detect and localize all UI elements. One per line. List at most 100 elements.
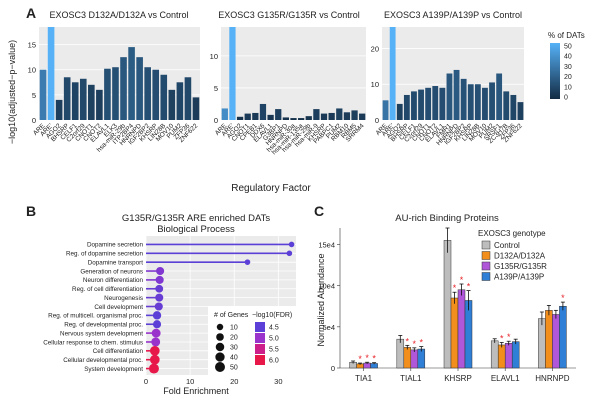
chart-b-ytick-label: Reg. of multicell. organismal proc. bbox=[48, 313, 143, 320]
pct-dat-legend-tick: 50 bbox=[564, 44, 572, 51]
chart-b-point bbox=[154, 302, 163, 311]
chart-c-xtick-label: HNRNPD bbox=[535, 374, 569, 383]
chart-c-ytick-label: 5e4 bbox=[322, 323, 335, 332]
chart-c-bar bbox=[417, 348, 426, 369]
genotype-legend-swatch bbox=[481, 261, 491, 271]
chart-c-significance-star: * bbox=[372, 354, 376, 364]
chart-c-bar bbox=[559, 305, 567, 369]
chart-a1-title: EXOSC3 D132A/D132A vs Control bbox=[49, 10, 188, 20]
panel-b-title-1: G135R/G135R ARE enriched DATs bbox=[122, 213, 270, 224]
chart-a1: EXOSC3 D132A/D132A vs Control 051015AREA… bbox=[28, 10, 200, 154]
chart-a1-bar bbox=[88, 84, 95, 120]
chart-b-point bbox=[150, 354, 160, 365]
chart-b-ytick-label: Dopamine secretion bbox=[87, 242, 143, 249]
chart-b-ytick-label: Cell differentiation bbox=[93, 348, 144, 355]
panel-a-ylabel: −log10(adjusted−p−value) bbox=[7, 40, 17, 144]
chart-a2-bar bbox=[290, 118, 297, 120]
chart-a1-bar bbox=[55, 99, 63, 120]
chart-b-xtick-label: 20 bbox=[230, 377, 238, 386]
chart-b-point bbox=[151, 337, 161, 347]
chart-a1-ytick-label: 0 bbox=[32, 116, 36, 125]
genotype-legend-swatch bbox=[481, 251, 491, 260]
panel-c-ylabel: Normalized Abundance bbox=[316, 253, 326, 346]
chart-a2-bar bbox=[259, 103, 267, 120]
chart-c-ytick-label: 10e4 bbox=[318, 282, 335, 291]
chart-a3-bar bbox=[396, 103, 403, 120]
pct-dat-legend-title: % of DATs bbox=[548, 31, 585, 40]
genotype-legend-title: EXOSC3 genotype bbox=[478, 229, 546, 238]
chart-a3-bar bbox=[403, 94, 410, 120]
size-legend-dot bbox=[216, 333, 224, 341]
color-legend-title: −log10(FDR) bbox=[252, 312, 292, 319]
chart-c-significance-star: * bbox=[467, 282, 471, 292]
color-legend-label: 6.0 bbox=[269, 358, 279, 365]
genotype-legend-swatch bbox=[481, 240, 491, 250]
chart-a2-bar bbox=[221, 108, 228, 120]
chart-c-significance-star: * bbox=[413, 339, 417, 349]
genotype-legend-label: Control bbox=[494, 241, 520, 250]
chart-c-bar bbox=[497, 344, 506, 369]
pct-dat-legend-tick: 10 bbox=[564, 84, 572, 91]
chart-a2-bar bbox=[359, 113, 366, 120]
chart-b-point bbox=[288, 241, 295, 248]
chart-b-point bbox=[286, 250, 293, 257]
chart-b-point bbox=[152, 311, 162, 320]
panel-b-letter: B bbox=[26, 203, 36, 219]
color-legend-label: 5.5 bbox=[269, 347, 279, 354]
chart-a2-bar bbox=[320, 113, 328, 120]
chart-b-xtick-label: 30 bbox=[274, 377, 282, 386]
chart-a3-bar bbox=[439, 87, 446, 120]
chart-b-ytick-label: Generation of neurons bbox=[80, 268, 143, 275]
chart-a1-bar bbox=[136, 57, 143, 120]
chart-a3-bar bbox=[517, 102, 524, 120]
color-legend-swatch bbox=[255, 322, 265, 332]
chart-a1-bar bbox=[47, 27, 55, 120]
chart-a1-ytick-label: 15 bbox=[28, 41, 36, 50]
chart-a3-bar bbox=[425, 87, 432, 120]
chart-a3-bar bbox=[453, 69, 460, 120]
chart-b-point bbox=[155, 293, 164, 302]
genotype-legend: EXOSC3 genotype Control D132A/D132AG135R/… bbox=[478, 229, 547, 282]
chart-c-significance-star: * bbox=[406, 336, 410, 346]
chart-a2-bar bbox=[267, 114, 274, 120]
chart-a1-bar bbox=[176, 82, 184, 120]
chart-c-significance-star: * bbox=[460, 275, 464, 285]
chart-c-bar bbox=[552, 314, 560, 369]
chart-a3: EXOSC3 A139P/A139P vs Control 01020AREAR… bbox=[371, 10, 524, 147]
chart-b-ytick-label: Neuron differentiation bbox=[83, 277, 144, 284]
chart-a2-bar bbox=[229, 27, 236, 120]
chart-a1-bar bbox=[144, 67, 151, 120]
chart-a2-bar bbox=[298, 118, 305, 120]
chart-c-ytick-label: 15e4 bbox=[318, 240, 335, 249]
chart-a1-bar bbox=[128, 47, 135, 120]
panel-a-xlabel: Regulatory Factor bbox=[231, 183, 311, 194]
panel-b-xlabel: Fold Enrichment bbox=[163, 386, 229, 396]
chart-a1-bar bbox=[96, 89, 103, 120]
chart-a3-bar bbox=[382, 100, 389, 120]
color-legend-label: 5.0 bbox=[269, 336, 279, 343]
chart-a2-plot-bg bbox=[221, 27, 366, 120]
chart-b-point bbox=[155, 275, 164, 284]
chart-a1-bar bbox=[160, 74, 168, 120]
color-legend-swatch bbox=[255, 344, 265, 354]
chart-a1-bar bbox=[184, 77, 192, 120]
genotype-legend-label: A139P/A139P bbox=[494, 273, 544, 282]
size-legend-title: # of Genes bbox=[214, 312, 249, 319]
chart-a3-bar bbox=[503, 91, 510, 120]
chart-c-significance-star: * bbox=[453, 283, 457, 293]
chart-a2-bar bbox=[351, 110, 358, 120]
pct-dat-legend-tick: 40 bbox=[564, 54, 572, 61]
pct-dat-legend-tick: 20 bbox=[564, 74, 572, 81]
chart-a1-plot-bg bbox=[39, 27, 200, 120]
chart-c-significance-star: * bbox=[365, 353, 369, 363]
chart-a3-ytick-label: 20 bbox=[371, 44, 379, 53]
chart-a1-bar bbox=[71, 82, 79, 120]
chart-b-point bbox=[156, 266, 165, 276]
panel-b-legend: # of Genes −log10(FDR) 10 20 30 40 50 4.5 5.0… bbox=[208, 306, 296, 376]
size-legend-dot bbox=[215, 352, 225, 362]
chart-c-xtick-label: KHSRP bbox=[444, 374, 472, 383]
size-legend-label: 10 bbox=[230, 325, 238, 332]
panel-b-title-2: Biological Process bbox=[157, 224, 235, 235]
